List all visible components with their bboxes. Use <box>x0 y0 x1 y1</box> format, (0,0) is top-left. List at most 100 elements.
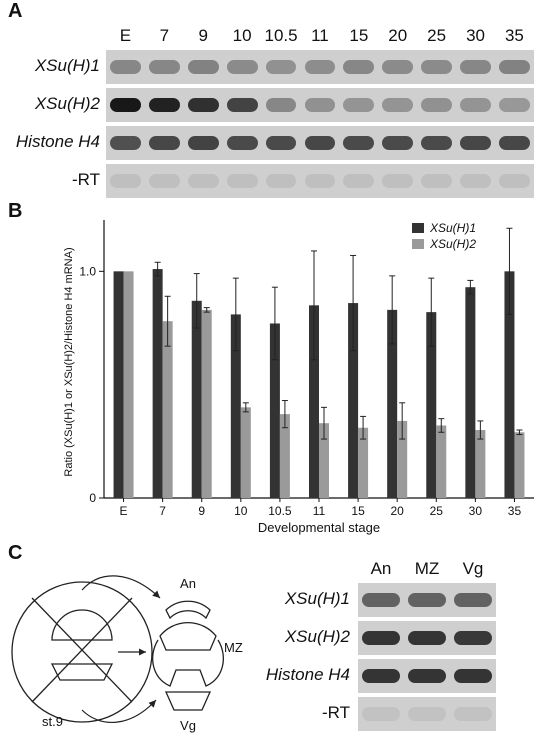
mz-ring-bottom <box>152 639 224 687</box>
y-axis-label: Ratio (XSu(H)1 or XSu(H)2/Histone H4 mRN… <box>63 247 75 476</box>
a-band <box>110 98 141 112</box>
embryo-outline <box>11 581 153 723</box>
x-tick-label: 7 <box>159 504 166 518</box>
a-band <box>304 174 336 188</box>
c-gel-row <box>358 659 496 693</box>
legend-swatch <box>412 223 424 233</box>
x-tick-label: E <box>120 504 128 518</box>
bar-xsuh1 <box>348 303 359 498</box>
a-band <box>265 98 297 112</box>
a-band <box>187 60 219 74</box>
panel-a-letter: A <box>8 0 23 22</box>
bar-xsuh1 <box>309 305 319 498</box>
panel-c-letter: C <box>8 542 23 564</box>
a-band <box>148 174 180 188</box>
c-gel-row <box>358 697 496 731</box>
a-band <box>148 60 180 74</box>
a-band <box>460 174 491 188</box>
legend-label: XSu(H)2 <box>429 237 476 251</box>
a-band <box>148 136 180 150</box>
expression-bar-chart: 01.0E 7 9 10 10.5 11 15 20 25 30 35XSu(H)1XSu(H)2 … <box>63 220 534 535</box>
a-band <box>187 174 219 188</box>
a-band <box>421 174 453 188</box>
mz-label: MZ <box>224 640 243 655</box>
bar-xsuh1 <box>230 314 241 498</box>
a-band <box>304 98 336 112</box>
a-lane-label: 9 <box>198 26 208 45</box>
a-band <box>382 60 414 74</box>
a-gel-row <box>106 164 534 198</box>
a-band <box>382 174 414 188</box>
x-tick-label: 9 <box>198 504 205 518</box>
c-row-label: Histone H4 <box>265 665 350 684</box>
embryo-vegetal-region <box>50 663 114 681</box>
bar-xsuh2 <box>358 427 369 498</box>
a-band <box>343 60 375 74</box>
c-row-label: -RT <box>321 703 350 722</box>
bar-xsuh2 <box>279 414 290 498</box>
a-band <box>460 60 491 74</box>
c-band <box>454 631 492 645</box>
bar-xsuh1 <box>113 271 124 498</box>
a-band <box>110 136 141 150</box>
dissection-diagram: st.9 An MZ Vg <box>11 575 243 733</box>
a-lane-label: 25 <box>427 26 447 45</box>
embryo-cap-region <box>51 609 113 641</box>
a-band <box>265 60 297 74</box>
x-tick-label: 35 <box>508 504 522 518</box>
bar-xsuh2 <box>240 407 251 498</box>
c-gel-row <box>358 621 496 655</box>
c-lane-label: MZ <box>414 559 440 578</box>
a-band <box>343 174 375 188</box>
a-band <box>343 98 375 112</box>
bar-xsuh2 <box>123 271 134 498</box>
x-tick-label: 11 <box>313 504 326 518</box>
a-lane-label: E <box>119 26 132 45</box>
c-band <box>454 593 492 607</box>
bar-xsuh1 <box>504 271 515 498</box>
a-band <box>110 60 141 74</box>
c-band <box>362 707 400 721</box>
a-gel-row <box>106 50 534 84</box>
x-tick-label: 30 <box>469 504 483 518</box>
a-band <box>382 98 414 112</box>
c-band <box>362 631 400 645</box>
a-band <box>499 174 530 188</box>
an-piece <box>165 600 211 620</box>
a-band <box>187 98 219 112</box>
c-gel-row <box>358 583 496 617</box>
a-band <box>304 60 336 74</box>
bar-xsuh2 <box>162 321 173 498</box>
a-row-label: Histone H4 <box>15 132 100 151</box>
bar-xsuh2 <box>514 432 525 498</box>
c-band <box>408 593 446 607</box>
c-lane-label: Vg <box>462 559 484 578</box>
a-band <box>226 136 258 150</box>
a-band <box>148 98 180 112</box>
x-tick-label: 15 <box>351 504 365 518</box>
legend-label: XSu(H)1 <box>429 221 476 235</box>
cut-line-2 <box>31 597 133 703</box>
a-gel-row <box>106 88 534 122</box>
a-lane-label: 11 <box>311 26 329 45</box>
mz-ring-top <box>159 622 217 651</box>
a-band <box>421 60 453 74</box>
a-band <box>499 98 530 112</box>
bar-xsuh2 <box>319 423 329 498</box>
a-lane-label: 7 <box>159 26 170 45</box>
a-lane-label: 30 <box>466 26 485 45</box>
a-band <box>343 136 375 150</box>
a-lane-label: 10.5 <box>264 26 298 45</box>
a-lane-label: 20 <box>388 26 408 45</box>
a-row-label: XSu(H)2 <box>34 94 100 113</box>
bar-xsuh2 <box>397 420 408 498</box>
a-band <box>460 136 491 150</box>
a-band <box>460 98 491 112</box>
arrow-to-an <box>81 575 161 599</box>
a-band <box>304 136 336 150</box>
a-band <box>187 136 219 150</box>
c-row-label: XSu(H)1 <box>284 589 350 608</box>
legend-swatch <box>412 239 424 249</box>
a-row-label: -RT <box>71 170 100 189</box>
a-band <box>421 98 453 112</box>
